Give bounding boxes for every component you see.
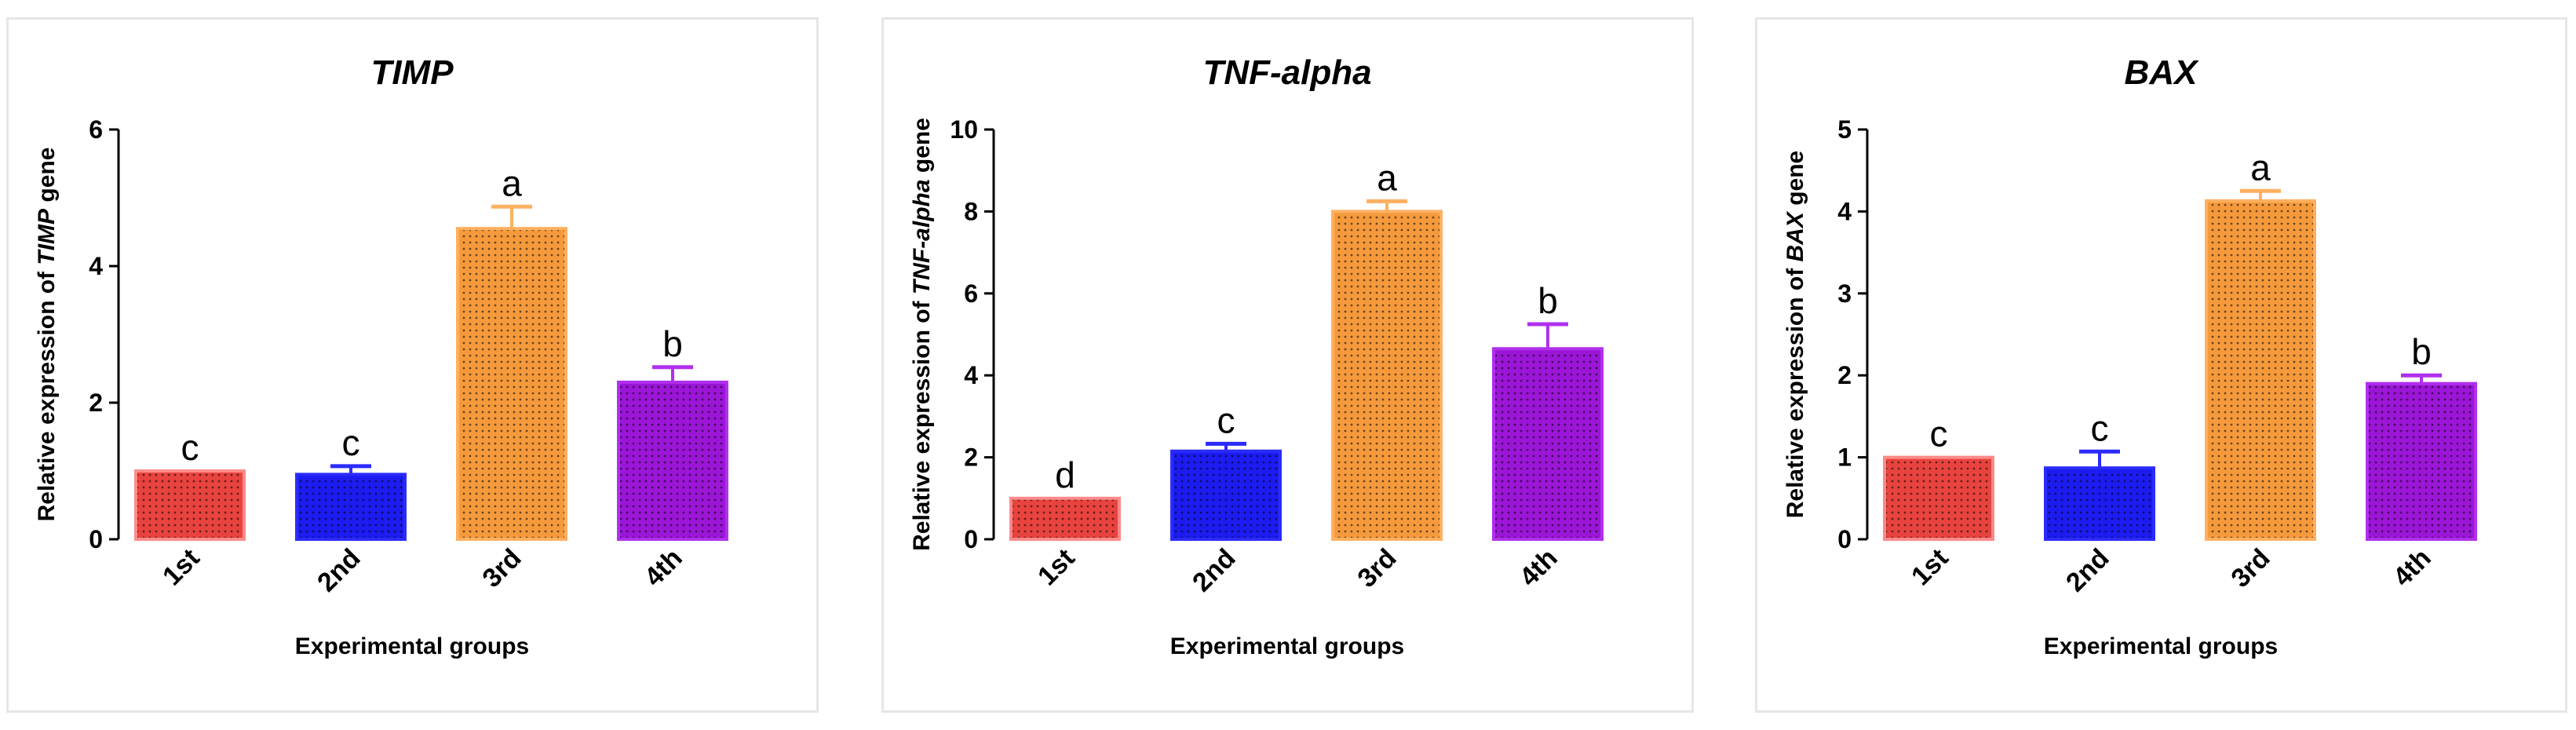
chart-panel-tnf-alpha: TNF-alpha Relative expression of TNF-alph… xyxy=(881,17,1694,713)
x-tick-label: 2nd xyxy=(1187,543,1242,598)
y-tick-label: 4 xyxy=(1837,197,1852,225)
y-axis-label-prefix: Relative expression of xyxy=(909,294,935,551)
y-axis-label: Relative expression of TNF-alpha gene xyxy=(909,118,935,551)
significance-letter: c xyxy=(342,422,360,463)
x-tick-label: 3rd xyxy=(2225,543,2275,593)
chart-title: TIMP xyxy=(370,53,454,92)
significance-letter: b xyxy=(662,323,683,364)
chart-panel-bax: BAX Relative expression of BAX gene 0 1 2 3 4 5… xyxy=(1755,17,2567,713)
y-tick-label: 0 xyxy=(1837,525,1852,553)
y-tick-label: 10 xyxy=(950,115,978,144)
bar-2nd xyxy=(1170,449,1282,542)
bar-2nd xyxy=(2044,466,2155,541)
y-axis-label-prefix: Relative expression of xyxy=(34,265,60,522)
y-axis-label-suffix: gene xyxy=(1782,151,1808,212)
significance-letter: b xyxy=(2411,331,2432,372)
y-tick-label: 8 xyxy=(964,197,978,225)
y-axis-label: Relative expression of BAX gene xyxy=(1782,151,1808,519)
chart-panel-timp: TIMP Relative expression of TIMP gene 0 2 4 6… xyxy=(6,17,819,713)
y-axis-label-gene: TNF-alpha xyxy=(909,179,935,294)
bar-2nd xyxy=(295,473,407,541)
y-tick-label: 1 xyxy=(1837,443,1852,472)
bar-4th xyxy=(617,380,728,541)
bar-1st xyxy=(134,469,246,541)
y-tick-label: 6 xyxy=(964,279,978,308)
x-tick-label: 1st xyxy=(1032,543,1081,592)
bar-3rd xyxy=(456,227,567,541)
x-axis-label: Experimental groups xyxy=(2044,633,2278,659)
chart-title: TNF-alpha xyxy=(1202,53,1371,92)
significance-letter: c xyxy=(1217,400,1235,440)
x-axis-label: Experimental groups xyxy=(295,633,529,659)
y-axis-label-gene: BAX xyxy=(1782,210,1808,261)
y-tick-label: 3 xyxy=(1837,279,1852,308)
x-tick-label: 4th xyxy=(2388,543,2437,593)
y-tick-label: 4 xyxy=(89,252,103,280)
bar-3rd xyxy=(2205,199,2316,541)
x-tick-label: 4th xyxy=(639,543,688,593)
x-tick-label: 2nd xyxy=(312,543,367,598)
y-tick-label: 0 xyxy=(89,525,103,553)
bar-1st xyxy=(1883,455,1994,541)
y-tick-label: 2 xyxy=(1837,361,1852,389)
significance-letter: a xyxy=(2250,147,2271,188)
bar-3rd xyxy=(1331,210,1443,541)
significance-letter: a xyxy=(1377,157,1397,198)
bar-4th xyxy=(2366,381,2477,542)
x-axis-label: Experimental groups xyxy=(1170,633,1404,659)
significance-letter: c xyxy=(1930,414,1948,454)
x-tick-label: 4th xyxy=(1514,543,1563,593)
x-tick-label: 3rd xyxy=(476,543,527,593)
significance-letter: c xyxy=(2091,407,2109,448)
significance-letter: b xyxy=(1538,280,1558,321)
y-axis-label: Relative expression of TIMP gene xyxy=(34,148,60,522)
y-tick-label: 2 xyxy=(964,443,978,472)
x-tick-label: 2nd xyxy=(2060,543,2115,598)
x-tick-label: 1st xyxy=(157,543,206,592)
y-tick-label: 2 xyxy=(89,389,103,417)
y-axis-label-suffix: gene xyxy=(909,118,935,179)
significance-letter: c xyxy=(181,427,199,468)
y-tick-label: 5 xyxy=(1837,115,1852,144)
significance-letter: d xyxy=(1055,454,1075,495)
y-axis-label-gene: TIMP xyxy=(34,208,60,265)
bar-1st xyxy=(1009,496,1121,541)
bar-4th xyxy=(1492,347,1604,541)
y-tick-label: 0 xyxy=(964,525,978,553)
y-tick-label: 6 xyxy=(89,115,103,144)
significance-letter: a xyxy=(502,162,522,203)
y-axis-label-suffix: gene xyxy=(34,148,60,209)
y-axis-label-prefix: Relative expression of xyxy=(1782,261,1808,518)
x-tick-label: 1st xyxy=(1906,543,1954,592)
chart-title: BAX xyxy=(2125,53,2200,92)
y-tick-label: 4 xyxy=(964,361,978,389)
x-tick-label: 3rd xyxy=(1352,543,1402,593)
